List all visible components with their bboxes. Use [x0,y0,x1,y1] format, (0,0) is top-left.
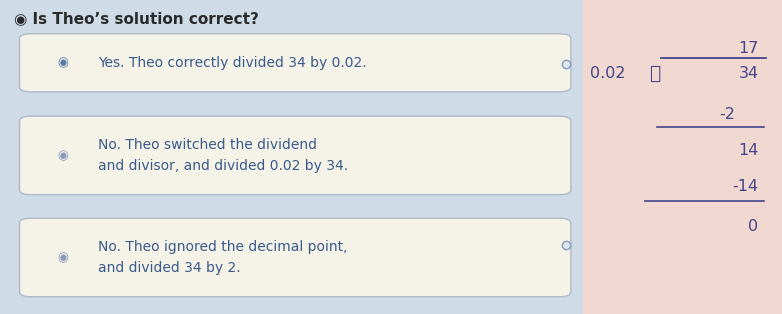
Text: 17: 17 [738,41,759,56]
Text: ◉: ◉ [57,251,68,264]
FancyBboxPatch shape [20,34,571,92]
Text: and divided 34 by 2.: and divided 34 by 2. [98,261,240,275]
Text: 0.02: 0.02 [590,66,626,81]
Text: 14: 14 [738,143,759,158]
Text: Yes. Theo correctly divided 34 by 0.02.: Yes. Theo correctly divided 34 by 0.02. [98,56,367,70]
Text: ◉: ◉ [57,149,68,162]
Text: No. Theo switched the dividend: No. Theo switched the dividend [98,138,317,152]
Text: No. Theo ignored the decimal point,: No. Theo ignored the decimal point, [98,240,347,254]
Text: 0: 0 [748,219,759,234]
Text: ◉: ◉ [57,56,68,69]
Text: ⟉: ⟉ [649,64,660,83]
FancyBboxPatch shape [20,218,571,297]
FancyBboxPatch shape [583,0,782,314]
Text: -14: -14 [733,179,759,194]
FancyBboxPatch shape [20,116,571,195]
Text: -2: -2 [719,107,735,122]
Text: 34: 34 [738,66,759,81]
Text: and divisor, and divided 0.02 by 34.: and divisor, and divided 0.02 by 34. [98,159,348,173]
Text: ◉ Is Theo’s solution correct?: ◉ Is Theo’s solution correct? [14,11,259,26]
